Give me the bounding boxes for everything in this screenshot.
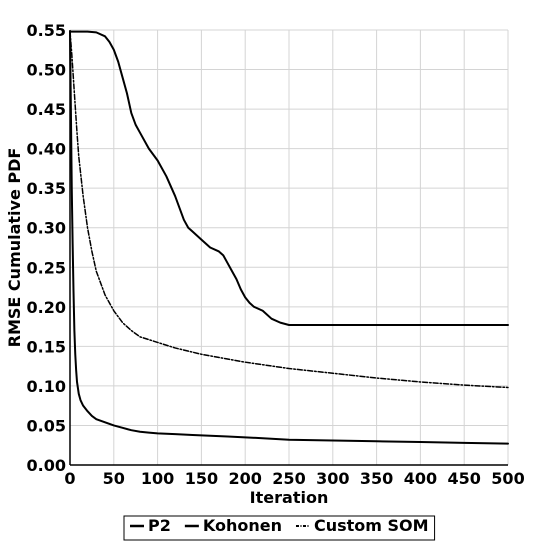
y-tick-label: 0.55: [27, 21, 66, 40]
legend-box: [123, 515, 436, 541]
y-tick-label: 0.50: [27, 61, 66, 80]
x-tick-label: 400: [404, 469, 437, 488]
x-tick-label: 0: [64, 469, 75, 488]
y-tick-label: 0.30: [27, 219, 66, 238]
x-tick-label: 200: [228, 469, 261, 488]
series-line-2: [69, 30, 509, 389]
legend-item-label: P2: [148, 516, 171, 535]
y-tick-label: 0.35: [27, 179, 66, 198]
grid: [69, 29, 509, 466]
y-tick-label: 0.40: [27, 140, 66, 159]
x-tick-label: 150: [185, 469, 218, 488]
tick-labels: 0 50 100 150 200 250 300 350 400 450 500 0.00 0.05 0.…: [27, 21, 525, 488]
y-tick-label: 0.05: [27, 416, 66, 435]
legend: P2 Kohonen Custom SOM: [123, 515, 436, 541]
y-axis-label: RMSE Cumulative PDF: [5, 148, 24, 348]
x-tick-label: 300: [316, 469, 349, 488]
series-lines: [69, 30, 509, 445]
y-tick-label: 0.10: [27, 377, 66, 396]
x-axis-label: Iteration: [250, 488, 329, 507]
x-tick-label: 350: [360, 469, 393, 488]
legend-item-label: Kohonen: [203, 516, 282, 535]
x-tick-label: 250: [272, 469, 305, 488]
series-line-1: [69, 30, 509, 445]
y-tick-label: 0.45: [27, 100, 66, 119]
series-line-0: [69, 30, 509, 327]
x-tick-label: 50: [103, 469, 125, 488]
y-tick-label: 0.20: [27, 298, 66, 317]
legend-item-label: Custom SOM: [314, 516, 429, 535]
x-tick-label: 450: [447, 469, 480, 488]
y-tick-label: 0.25: [27, 258, 66, 277]
x-tick-label: 500: [491, 469, 524, 488]
y-tick-label: 0.15: [27, 337, 66, 356]
y-tick-label: 0.00: [27, 456, 66, 475]
x-tick-label: 100: [141, 469, 174, 488]
